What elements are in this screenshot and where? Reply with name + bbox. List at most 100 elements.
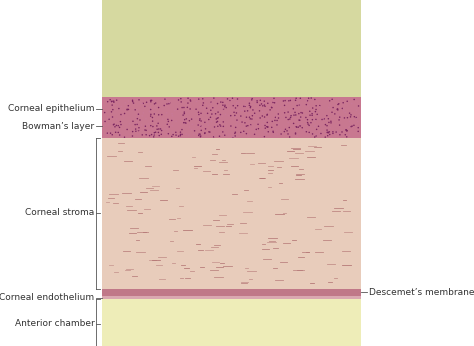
Point: [135, 128, 142, 133]
Point: [347, 124, 355, 129]
Point: [311, 109, 319, 115]
Point: [191, 128, 199, 134]
Point: [210, 111, 217, 117]
Point: [252, 128, 259, 134]
Point: [335, 96, 343, 102]
Point: [248, 116, 255, 122]
Point: [293, 134, 301, 139]
Point: [151, 111, 158, 117]
Point: [273, 131, 281, 137]
Point: [332, 129, 340, 135]
Point: [119, 134, 127, 139]
Point: [136, 117, 144, 123]
Point: [277, 131, 285, 137]
Point: [178, 105, 186, 110]
Point: [233, 122, 240, 128]
Point: [295, 117, 303, 123]
Point: [251, 110, 258, 116]
Point: [195, 133, 202, 138]
Point: [149, 118, 156, 124]
Point: [255, 108, 263, 113]
Point: [260, 119, 268, 124]
Point: [125, 107, 132, 112]
Point: [274, 111, 282, 117]
Point: [309, 131, 316, 137]
Point: [155, 105, 163, 110]
Point: [251, 112, 258, 117]
Point: [181, 120, 189, 125]
Point: [135, 125, 143, 130]
Point: [229, 103, 237, 108]
Point: [219, 102, 227, 108]
Point: [186, 124, 193, 130]
Point: [238, 127, 246, 132]
Point: [109, 132, 116, 137]
Point: [246, 102, 253, 108]
Point: [281, 129, 288, 134]
Point: [284, 109, 292, 115]
Point: [285, 98, 292, 103]
Point: [232, 125, 239, 130]
Point: [138, 132, 146, 138]
Point: [284, 131, 292, 137]
Point: [274, 108, 282, 114]
Point: [155, 133, 163, 138]
Point: [356, 111, 363, 116]
Point: [200, 100, 207, 106]
Point: [332, 133, 339, 139]
Point: [165, 100, 173, 106]
Point: [316, 113, 323, 119]
Point: [294, 100, 302, 106]
Point: [283, 128, 291, 134]
Point: [216, 134, 223, 139]
Point: [277, 104, 284, 110]
Point: [294, 121, 302, 126]
Point: [210, 95, 218, 101]
Point: [248, 96, 256, 101]
Point: [151, 101, 158, 107]
Point: [347, 112, 355, 118]
Point: [292, 124, 300, 129]
Point: [329, 131, 337, 136]
Point: [212, 116, 220, 122]
Point: [142, 124, 149, 129]
Point: [326, 132, 334, 137]
Point: [350, 97, 358, 102]
Point: [180, 117, 187, 123]
Point: [310, 117, 318, 122]
Point: [214, 119, 221, 124]
Point: [178, 131, 186, 137]
Point: [147, 123, 155, 128]
Point: [110, 95, 118, 101]
Point: [178, 127, 186, 133]
Point: [181, 109, 188, 115]
Point: [264, 124, 272, 130]
Point: [224, 96, 231, 102]
Point: [217, 112, 224, 117]
Point: [263, 112, 271, 118]
Point: [230, 110, 238, 115]
Point: [151, 130, 158, 135]
Point: [304, 117, 311, 122]
Point: [346, 110, 354, 116]
Point: [251, 131, 258, 137]
Point: [334, 107, 342, 113]
Point: [342, 127, 350, 133]
Point: [106, 97, 114, 102]
Point: [107, 100, 114, 105]
Point: [166, 100, 173, 106]
Point: [293, 102, 301, 108]
Point: [160, 103, 168, 108]
Point: [135, 113, 143, 119]
Point: [261, 103, 269, 109]
Point: [163, 127, 171, 132]
Point: [255, 126, 262, 131]
Point: [241, 108, 248, 114]
Point: [334, 131, 341, 136]
Point: [309, 117, 316, 122]
Point: [147, 99, 155, 104]
Point: [312, 117, 320, 122]
Point: [197, 111, 205, 116]
Point: [180, 115, 188, 120]
Point: [259, 103, 266, 109]
